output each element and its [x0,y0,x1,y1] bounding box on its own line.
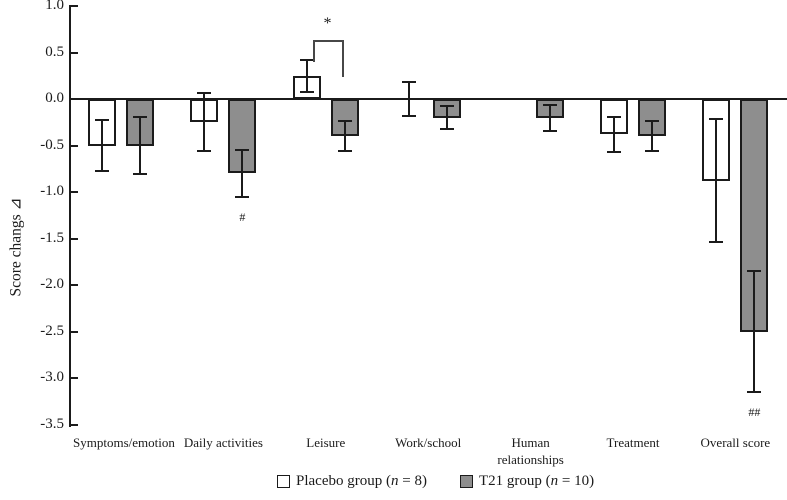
legend-entry-placebo: Placebo group (n = 8) [277,473,427,490]
t21-error-cap-bottom [440,127,455,130]
t21-error-cap-bottom [337,150,352,153]
placebo-error-cap-top [607,115,621,118]
category-label: Leisure [306,435,346,450]
category-label: Daily activities [183,435,263,450]
legend: Placebo group (n = 8) T21 group (n = 10) [277,473,594,490]
t21-error-cap-top [542,103,557,106]
y-tick [71,330,78,333]
y-tick [71,51,78,54]
t21-error-cap-top [235,149,250,152]
category-label: Human relationships [497,435,564,467]
t21-error-bar [446,106,449,129]
placebo-error-cap-bottom [197,150,212,153]
placebo-error-cap-bottom [607,151,621,153]
y-tick-label: -3.0 [40,369,64,385]
category-label: Treatment [606,435,660,450]
y-tick-label: -1.0 [40,183,64,199]
legend-label-placebo: Placebo group (n = 8) [296,473,427,489]
t21-error-bar [343,121,346,152]
t21-error-bar [651,121,653,152]
placebo-error-cap-top [95,119,109,122]
y-tick-label: 0.0 [45,90,64,106]
placebo-error-bar [715,119,718,243]
placebo-error-cap-bottom [402,114,417,117]
t21-error-cap-top [747,270,762,273]
t21-error-cap-bottom [133,173,147,176]
t21-error-cap-top [440,105,455,108]
legend-entry-t21: T21 group (n = 10) [459,473,595,490]
placebo-error-cap-top [299,58,314,61]
sig-bracket-right-leg [342,40,344,77]
y-tick-label: 0.5 [45,43,64,60]
placebo-error-cap-bottom [299,90,314,93]
t21-error-cap-bottom [645,150,659,153]
significance-marker: # [239,209,246,224]
sig-bracket-top [313,40,344,42]
t21-error-cap-bottom [235,195,250,198]
y-tick-label: -3.5 [40,415,64,432]
sig-bracket-left-leg [313,40,315,62]
t21-error-bar [139,116,141,175]
placebo-error-bar [408,82,411,116]
category-label: Symptoms/emotion [73,435,175,450]
y-tick [71,5,78,7]
placebo-error-cap-bottom [709,241,724,244]
placebo-error-cap-top [197,92,212,95]
y-tick [71,191,78,193]
legend-label-t21: T21 group (n = 10) [478,473,595,489]
placebo-error-cap-top [402,81,417,84]
t21-swatch [459,475,473,488]
significance-marker: ## [748,404,761,419]
y-tick-label: -2.5 [40,322,64,339]
category-label: Work/school [395,435,462,450]
significance-star: * [323,15,332,32]
t21-error-bar [548,104,551,131]
t21-error-bar [241,150,244,197]
placebo-error-bar [305,59,308,92]
t21-error-cap-top [133,115,147,118]
y-tick-label: 1.0 [45,0,64,13]
category-label: Overall score [700,435,771,450]
placebo-error-bar [613,116,615,152]
y-tick [71,423,78,426]
y-tick [71,237,78,240]
placebo-error-bar [203,93,206,152]
placebo-error-bar [101,120,103,171]
y-tick-label: -1.5 [40,229,64,246]
placebo-error-cap-bottom [95,169,109,172]
y-tick-label: -2.0 [40,276,64,292]
t21-error-cap-bottom [542,129,557,132]
t21-error-bar [753,271,756,392]
y-tick-label: -0.5 [40,136,64,153]
y-tick [71,284,78,286]
t21-error-cap-bottom [747,390,762,393]
y-tick [71,377,78,379]
t21-error-cap-top [337,120,352,123]
y-tick [71,144,78,147]
t21-error-cap-top [645,120,659,123]
placebo-swatch [277,475,290,488]
y-axis-line [69,5,71,427]
zero-baseline [69,98,787,100]
placebo-error-cap-top [709,118,724,121]
